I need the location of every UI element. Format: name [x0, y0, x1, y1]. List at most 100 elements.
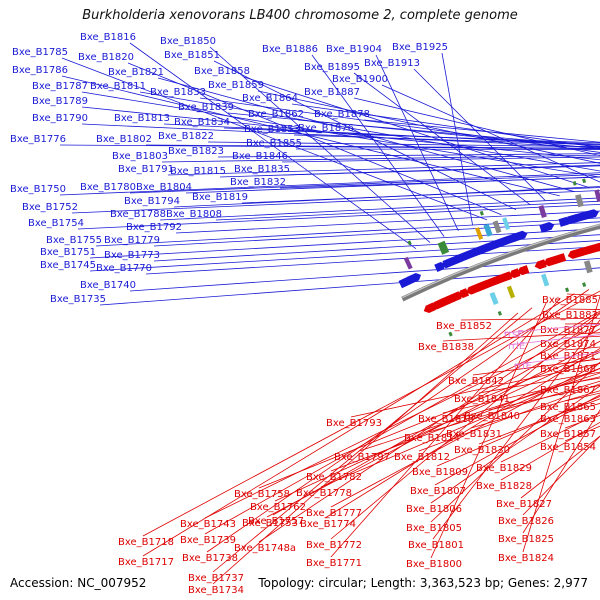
leader-line: [89, 228, 600, 259]
gene-label-forward: Bxe_B1913: [364, 58, 420, 69]
forward-gene-arrow: [511, 230, 528, 242]
leader-line: [330, 367, 600, 472]
leader-line: [175, 210, 600, 234]
gene-label-forward: Bxe_B1751: [40, 247, 96, 258]
gene-label-reverse: Bxe_B1840: [464, 411, 520, 422]
leader-line: [199, 97, 600, 153]
gene-label-forward: Bxe_B1745: [40, 260, 96, 271]
leader-line: [434, 394, 600, 486]
leader-line: [430, 361, 600, 523]
gene-label-reverse: Bxe_B1838: [418, 342, 474, 353]
leader-line: [61, 57, 488, 221]
gene-label-forward: Bxe_B1819: [192, 192, 248, 203]
reverse-gene-arrow: [499, 271, 513, 282]
gene-label-reverse: Bxe_B1874: [540, 339, 596, 350]
gene-label-reverse: Bxe_B1778: [296, 488, 352, 499]
gene-label-forward: Bxe_B1820: [78, 52, 134, 63]
gene-label-reverse: Bxe_B1800: [406, 559, 462, 570]
gene-label-reverse: Bxe_B1809: [412, 467, 468, 478]
gene-label-reverse: Bxe_B1757: [248, 516, 304, 527]
feature-block: [565, 287, 570, 293]
rrna-label: rrfE: [514, 361, 532, 372]
feature-block: [437, 240, 450, 255]
leader-line: [212, 307, 533, 573]
leader-line: [217, 153, 600, 158]
leader-line: [522, 435, 600, 516]
gene-label-reverse: Bxe_B1877: [540, 325, 596, 336]
gene-label-forward: Bxe_B1876: [298, 123, 354, 134]
feature-block: [475, 227, 484, 240]
gene-label-forward: Bxe_B1925: [392, 42, 448, 53]
gene-label-reverse: Bxe_B1831: [446, 429, 502, 440]
gene-label-forward: Bxe_B1811: [90, 81, 146, 92]
leader-line: [500, 421, 600, 481]
feature-block: [575, 194, 584, 208]
feature-block: [583, 260, 593, 274]
gene-label-reverse: Bxe_B1842: [448, 376, 504, 387]
leader-line: [153, 234, 600, 262]
gene-label-forward: Bxe_B1823: [168, 146, 224, 157]
gene-label-forward: Bxe_B1755: [46, 235, 102, 246]
gene-label-forward: Bxe_B1886: [262, 44, 318, 55]
gene-label-forward: Bxe_B1804: [136, 182, 192, 193]
feature-block: [489, 291, 499, 305]
feature-block: [448, 331, 453, 337]
leader-line: [293, 134, 600, 146]
reverse-gene-arrow: [517, 265, 530, 276]
gene-label-forward: Bxe_B1802: [96, 134, 152, 145]
gene-label-reverse: Bxe_B1812: [394, 452, 450, 463]
feature-block: [594, 189, 600, 203]
leader-line: [159, 197, 600, 221]
gene-label-reverse: Bxe_B1801: [408, 540, 464, 551]
gene-label-reverse: Bxe_B1718: [118, 537, 174, 548]
gene-label-reverse: Bxe_B1772: [306, 540, 362, 551]
leader-line: [330, 313, 600, 540]
gene-label-forward: Bxe_B1773: [104, 250, 160, 261]
gene-label-reverse: Bxe_B1805: [406, 523, 462, 534]
gene-label-reverse: Bxe_B1885: [542, 295, 598, 306]
gene-label-reverse: Bxe_B1748a: [234, 543, 296, 554]
gene-label-forward: Bxe_B1900: [332, 74, 388, 85]
leader-line: [185, 176, 600, 194]
forward-gene-arrow: [434, 261, 446, 273]
leader-line: [77, 203, 600, 230]
leader-line: [413, 68, 546, 201]
gene-label-reverse: Bxe_B1743: [180, 519, 236, 530]
gene-label-forward: Bxe_B1735: [50, 294, 106, 305]
feature-block: [403, 256, 413, 270]
leader-line: [381, 84, 600, 183]
accession-text: Accession: NC_007952: [10, 576, 147, 590]
gene-label-reverse: Bxe_B1777: [306, 508, 362, 519]
gene-label-forward: Bxe_B1895: [304, 62, 360, 73]
feature-block: [540, 273, 550, 287]
gene-label-forward: Bxe_B1779: [104, 235, 160, 246]
leader-line: [358, 372, 600, 452]
reverse-gene-arrow: [594, 240, 600, 252]
gene-label-reverse: Bxe_B1734: [188, 585, 244, 596]
gene-label-reverse: Bxe_B1818: [418, 414, 474, 425]
rrna-label: rrsE: [504, 329, 524, 340]
leader-line: [441, 52, 474, 226]
gene-label-forward: Bxe_B1776: [10, 134, 66, 145]
leader-line: [145, 144, 600, 149]
feature-block: [483, 223, 493, 237]
gene-label-reverse: Bxe_B1825: [498, 534, 554, 545]
gene-label-forward: Bxe_B1859: [208, 80, 264, 91]
leader-line: [142, 293, 575, 557]
gene-label-reverse: Bxe_B1854: [540, 442, 596, 453]
leader-line: [71, 190, 600, 214]
gene-label-forward: Bxe_B1752: [22, 202, 78, 213]
gene-label-reverse: Bxe_B1797: [334, 452, 390, 463]
leader-line: [436, 396, 600, 467]
leader-line: [243, 76, 590, 189]
gene-label-forward: Bxe_B1839: [178, 102, 234, 113]
rrna-label: rrlE: [508, 341, 525, 352]
feature-block: [407, 240, 412, 246]
forward-gene-arrow: [407, 272, 422, 285]
leader-line: [153, 221, 600, 247]
reverse-gene-arrow: [508, 268, 521, 279]
leader-line: [297, 119, 600, 147]
leader-line: [363, 119, 600, 143]
gene-label-reverse: Bxe_B1793: [326, 418, 382, 429]
gene-label-reverse: Bxe_B1717: [118, 557, 174, 568]
